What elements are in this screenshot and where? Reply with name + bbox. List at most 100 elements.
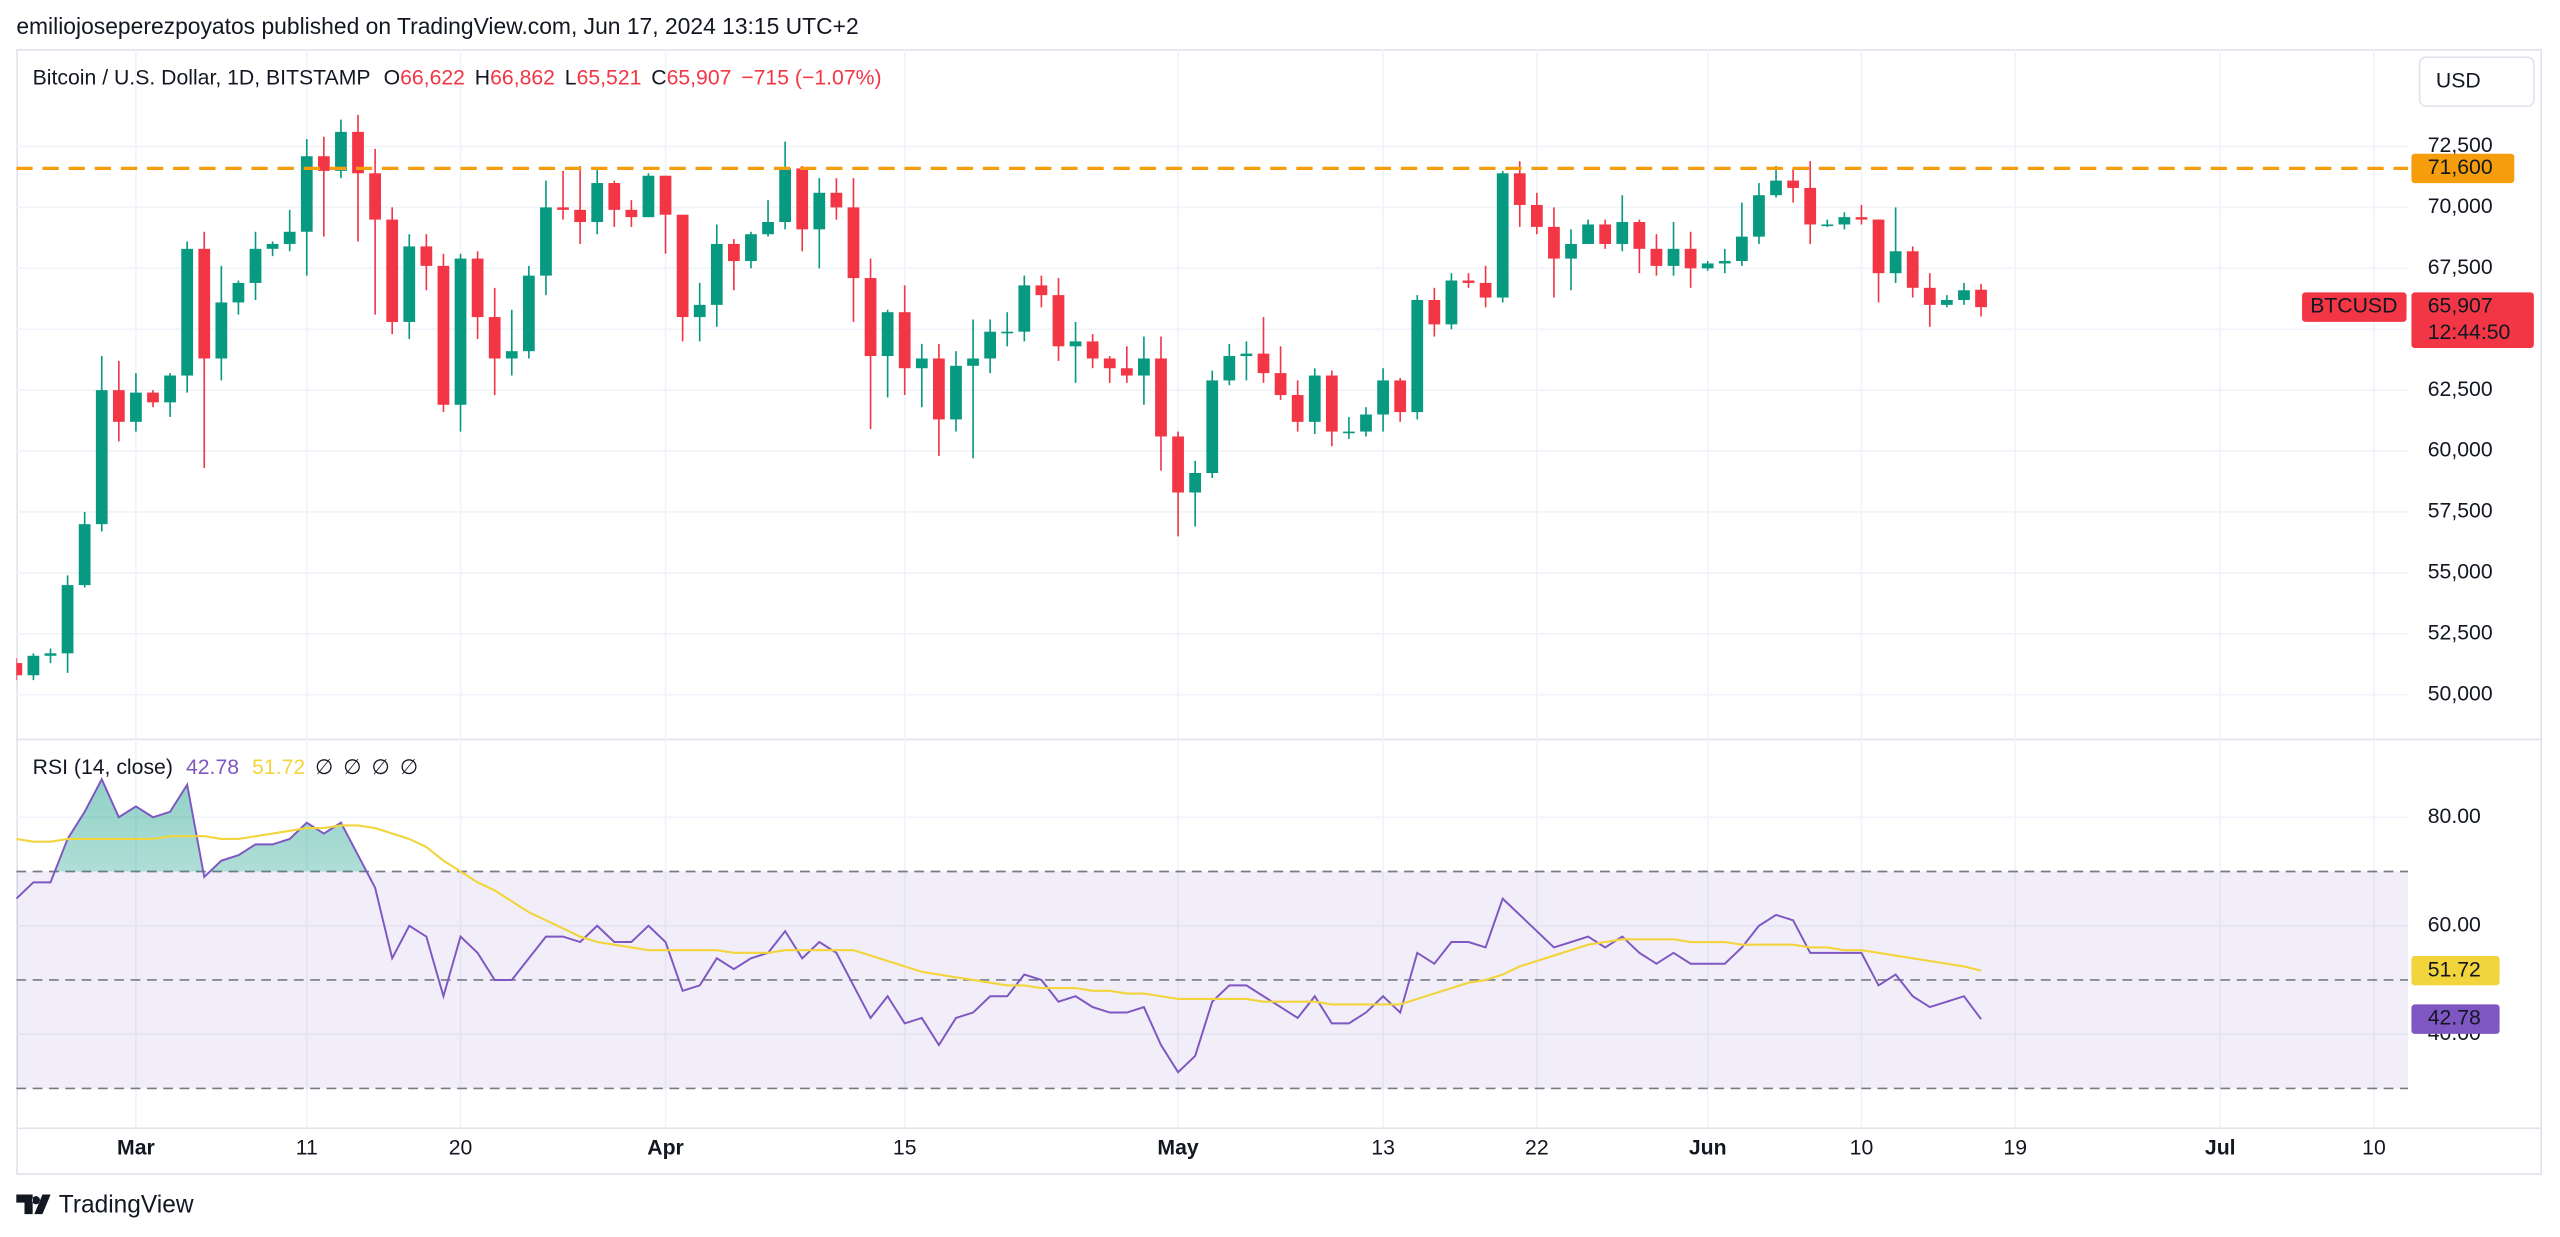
currency-label: USD: [2436, 69, 2481, 92]
candle-body: [1172, 436, 1184, 493]
axes: Mar 11 20 Apr 15 May 13 22 Jun 10 19 Jul 10 50,000 52,…: [117, 134, 2534, 1159]
ohlc-key: C: [651, 66, 666, 89]
candle-body: [1889, 251, 1902, 274]
candle-body: [1650, 248, 1663, 266]
legend-symbol: ∅: [400, 756, 418, 779]
candle-body: [1360, 414, 1372, 432]
candle-body: [215, 302, 228, 359]
candle-body: [1223, 356, 1236, 381]
candle-body: [335, 131, 347, 171]
rsi-legend-value: 51.72: [252, 756, 305, 779]
rsi-tick-label: 60.00: [2428, 913, 2481, 936]
candle-body: [1872, 219, 1885, 274]
x-tick-label: 15: [893, 1136, 917, 1159]
candle-body: [864, 278, 877, 357]
candle-body: [1684, 248, 1697, 269]
x-tick-label: Apr: [647, 1136, 684, 1159]
candle-body: [1155, 358, 1167, 437]
x-tick-label: 10: [2362, 1136, 2386, 1159]
candle-body: [1838, 217, 1851, 225]
candle-body: [1958, 290, 1970, 301]
candle-body: [471, 258, 484, 318]
candle-body: [437, 265, 450, 405]
candle-body: [232, 282, 245, 303]
candle-body: [1753, 195, 1765, 237]
candle-body: [1001, 331, 1014, 334]
candle-body: [1308, 375, 1321, 422]
candle-body: [933, 358, 945, 420]
y-tick-label: 50,000: [2428, 682, 2493, 705]
price-change: −715 (−1.07%): [741, 66, 881, 89]
ohlc-value: 65,521: [577, 66, 642, 89]
candle-body: [1941, 300, 1953, 305]
price-pane: [16, 114, 2409, 681]
candle-body: [1291, 395, 1304, 422]
candle-body: [813, 192, 826, 230]
x-tick-label: Jul: [2205, 1136, 2236, 1159]
candle-body: [881, 312, 894, 357]
candle-body: [728, 243, 740, 262]
legend-symbol: ∅: [343, 756, 361, 779]
candle-body: [1206, 380, 1219, 474]
ohlc-value: 66,622: [400, 66, 465, 89]
candle-body: [181, 248, 194, 376]
candle-body: [1906, 251, 1919, 288]
candle-body: [95, 390, 108, 525]
candle-body: [403, 246, 416, 322]
x-tick-label: Jun: [1689, 1136, 1727, 1159]
candle-body: [1138, 358, 1150, 376]
x-tick-label: 13: [1371, 1136, 1395, 1159]
candle-body: [1718, 261, 1731, 264]
candle-body: [1496, 173, 1509, 298]
candle-body: [591, 183, 604, 223]
candle-body: [1565, 243, 1577, 259]
candle-body: [950, 365, 962, 420]
overbought-fill: [54, 779, 367, 872]
candle-body: [1633, 222, 1646, 249]
candle-body: [1821, 224, 1834, 227]
ohlc-key: H: [475, 66, 490, 89]
candle-body: [796, 168, 809, 230]
candle-body: [574, 209, 586, 223]
ohlc-key: L: [565, 66, 577, 89]
ohlc-value: 66,862: [490, 66, 555, 89]
chart-frame: [16, 49, 2543, 1175]
symbol-box: [2302, 292, 2407, 322]
currency-button[interactable]: [2418, 56, 2535, 108]
ohlc-key: O: [384, 66, 401, 89]
candle-body: [1701, 263, 1714, 269]
last-price-box: [2411, 292, 2534, 348]
y-tick-label: 55,000: [2428, 561, 2493, 584]
candle-body: [283, 231, 296, 244]
candle-body: [300, 156, 313, 232]
grid: [16, 49, 2409, 1128]
candle-body: [1018, 285, 1031, 332]
logo-mark: [16, 1194, 51, 1215]
brand-logo: TradingView: [16, 1191, 194, 1218]
level-label-box: [2411, 153, 2515, 184]
y-tick-label: 60,000: [2428, 439, 2493, 462]
countdown-label: 12:44:50: [2428, 321, 2511, 344]
y-tick-label: 52,500: [2428, 621, 2493, 644]
candle-body: [1735, 236, 1748, 262]
candle-body: [488, 317, 501, 359]
y-tick-label: 62,500: [2428, 378, 2493, 401]
candle-body: [1582, 224, 1594, 244]
candle-body: [522, 275, 535, 352]
symbol-label: BTCUSD: [2310, 295, 2397, 318]
rsi-line: [16, 777, 1982, 1074]
x-tick-label: Mar: [117, 1136, 155, 1159]
candle-body: [78, 524, 91, 586]
candle-body: [1923, 287, 1936, 305]
candle-body: [1599, 224, 1612, 244]
candle-body: [1667, 248, 1680, 266]
candle-body: [198, 248, 211, 359]
candle-body: [1240, 353, 1253, 357]
candle-body: [112, 390, 125, 422]
rsi-value-box: [2411, 1004, 2500, 1034]
candle-body: [1052, 295, 1065, 347]
candle-body: [1069, 341, 1082, 347]
candle-body: [61, 585, 74, 654]
x-tick-label: 10: [1850, 1136, 1874, 1159]
